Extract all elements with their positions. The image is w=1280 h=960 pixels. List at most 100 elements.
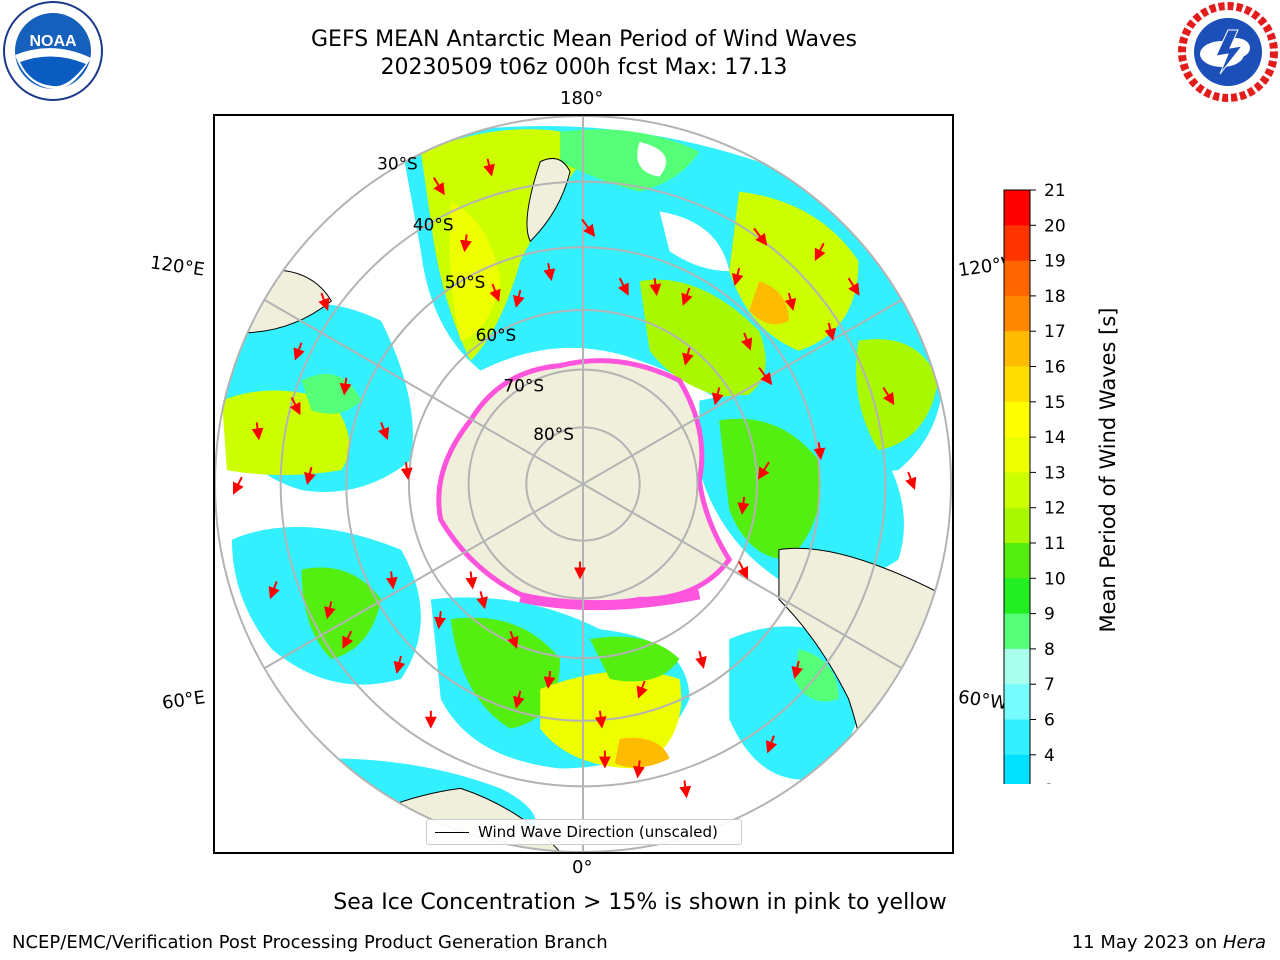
colorbar-tick-label: 17 xyxy=(1044,322,1066,342)
map-subtitle: 20230509 t06z 000h fcst Max: 17.13 xyxy=(380,55,788,80)
wave-direction-arrow xyxy=(581,218,596,237)
wave-direction-arrow xyxy=(342,630,354,649)
graticule xyxy=(215,116,952,852)
wave-direction-arrow xyxy=(731,267,744,287)
wave-direction-arrow xyxy=(318,292,330,311)
colorbar-tick-label: 19 xyxy=(1044,252,1066,272)
map-title: GEFS MEAN Antarctic Mean Period of Wind … xyxy=(311,27,857,52)
legend-line-swatch xyxy=(435,832,469,833)
footer-date-text: 11 May 2023 on xyxy=(1071,932,1223,953)
footer-credit: NCEP/EMC/Verification Post Processing Pr… xyxy=(12,932,608,953)
colorbar-tick-label: 6 xyxy=(1044,711,1055,731)
colorbar-label: Mean Period of Wind Waves [s] xyxy=(1096,307,1120,633)
wave-direction-arrow xyxy=(594,710,607,729)
colorbar-segment xyxy=(1004,331,1030,367)
colorbar-tick-label: 12 xyxy=(1044,499,1066,519)
wave-direction-arrow xyxy=(784,292,797,311)
wave-direction-arrow xyxy=(377,421,390,441)
wave-direction-arrow xyxy=(543,263,556,282)
wave-direction-arrow xyxy=(813,442,826,461)
colorbar-tick-label: 10 xyxy=(1044,569,1066,589)
lat-label-40s: 40°S xyxy=(413,214,454,234)
colorbar-segment xyxy=(1004,754,1030,784)
colorbar-segment xyxy=(1004,366,1030,403)
wave-direction-arrow xyxy=(512,690,525,709)
colorbar-tick-label: 15 xyxy=(1044,393,1066,413)
wave-direction-arrow xyxy=(633,760,645,779)
wave-direction-arrow xyxy=(324,601,336,620)
polar-map: 30°S 40°S 50°S 60°S 70°S 80°S xyxy=(215,116,952,852)
colorbar-segment xyxy=(1004,613,1030,650)
noaa-logo: NOAA xyxy=(3,1,103,101)
map-panel: 30°S 40°S 50°S 60°S 70°S 80°S xyxy=(213,114,954,854)
wave-direction-arrow xyxy=(385,571,398,590)
wave-direction-arrow xyxy=(543,670,556,689)
colorbar-segment xyxy=(1004,401,1030,438)
wave-direction-arrow xyxy=(304,466,316,485)
wave-direction-arrow xyxy=(339,377,352,396)
colorbar-segment xyxy=(1004,578,1030,615)
wave-direction-arrow xyxy=(434,611,446,630)
sea-ice-note: Sea Ice Concentration > 15% is shown in … xyxy=(333,890,947,915)
colorbar-segment xyxy=(1004,472,1030,509)
colorbar-tick-label: 7 xyxy=(1044,675,1055,695)
wave-direction-arrow xyxy=(695,650,707,669)
colorbar-segment xyxy=(1004,648,1030,685)
wave-direction-arrow xyxy=(791,660,804,679)
wave-direction-arrow xyxy=(711,387,724,406)
wave-direction-arrow xyxy=(400,461,413,481)
wave-direction-arrow xyxy=(233,476,244,495)
wave-direction-arrow xyxy=(758,367,773,386)
wave-direction-arrow xyxy=(753,227,768,246)
colorbar-segment xyxy=(1004,719,1030,756)
wave-direction-arrow xyxy=(293,342,305,361)
colorbar-tick-label: 18 xyxy=(1044,287,1066,307)
wave-direction-arrow xyxy=(483,158,495,177)
wave-direction-arrow xyxy=(737,561,749,580)
colorbar-tick-label: 21 xyxy=(1044,182,1066,201)
wave-direction-arrow xyxy=(476,591,488,610)
wave-direction-arrow xyxy=(679,780,692,799)
colorbar-tick-label: 2 xyxy=(1044,781,1055,784)
wave-direction-arrow xyxy=(617,277,629,296)
wave-direction-arrow xyxy=(636,680,648,699)
wave-direction-arrow xyxy=(268,581,280,600)
wave-direction-arrow xyxy=(512,289,525,308)
map-legend: Wind Wave Direction (unscaled) xyxy=(426,819,742,845)
wave-direction-arrow xyxy=(489,283,501,302)
wave-direction-arrow xyxy=(905,471,917,490)
wave-direction-arrow xyxy=(814,242,826,262)
colorbar-tick-label: 4 xyxy=(1044,746,1055,766)
wave-direction-arrow xyxy=(882,386,895,406)
footer-machine: Hera xyxy=(1222,932,1266,953)
wave-direction-arrow xyxy=(507,630,519,649)
colorbar-segment xyxy=(1004,507,1030,544)
wave-direction-arrow xyxy=(681,287,693,306)
lat-label-80s: 80°S xyxy=(533,424,574,444)
colorbar-segment xyxy=(1004,543,1030,579)
footer-date: 11 May 2023 on Hera xyxy=(1072,932,1266,953)
wave-direction-arrow xyxy=(682,347,694,366)
legend-label: Wind Wave Direction (unscaled) xyxy=(478,823,718,841)
wave-direction-arrows xyxy=(233,158,917,799)
colorbar-segment xyxy=(1004,260,1030,297)
wave-direction-arrow xyxy=(765,735,778,754)
colorbar-tick-label: 11 xyxy=(1044,534,1066,554)
wave-direction-arrow xyxy=(432,177,445,196)
wave-direction-arrow xyxy=(741,332,753,351)
colorbar-segment xyxy=(1004,295,1030,332)
colorbar-tick-label: 9 xyxy=(1044,605,1055,625)
noaa-logo-text: NOAA xyxy=(29,33,77,50)
wave-direction-arrow xyxy=(251,422,264,441)
colorbar-tick-label: 14 xyxy=(1044,428,1066,448)
wave-direction-arrow xyxy=(465,571,478,590)
lat-label-60s: 60°S xyxy=(476,325,517,345)
colorbar-tick-label: 16 xyxy=(1044,358,1066,378)
lon-label-top: 180° xyxy=(560,88,604,109)
wave-direction-arrow xyxy=(459,234,472,253)
colorbar-segment xyxy=(1004,225,1030,262)
wave-direction-arrow xyxy=(289,397,301,416)
colorbar-segment xyxy=(1004,684,1030,720)
wave-direction-arrow xyxy=(824,322,837,341)
lat-label-30s: 30°S xyxy=(377,154,418,174)
